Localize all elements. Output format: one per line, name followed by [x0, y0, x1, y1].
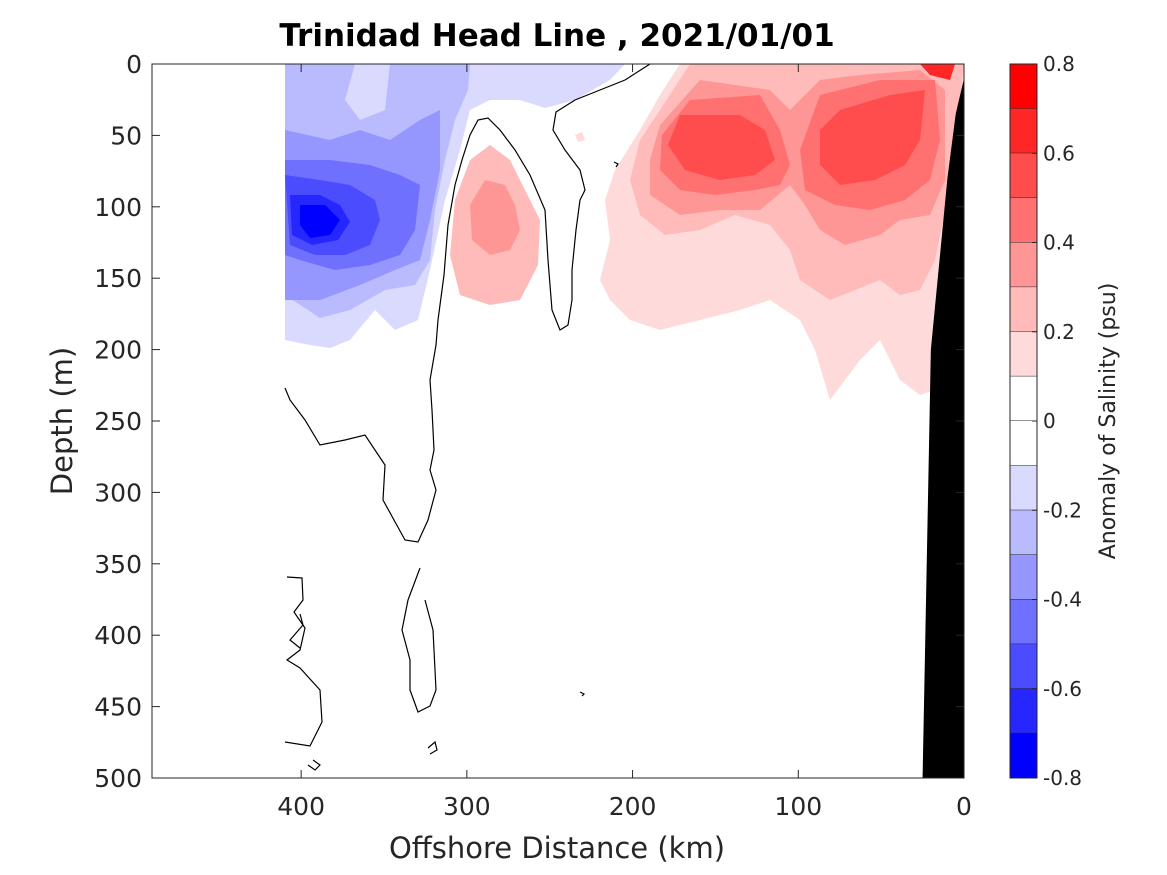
anomaly-region-neg-8 — [345, 64, 390, 120]
zero-contour-line-8 — [613, 161, 619, 168]
y-axis-ticks: 0 50 100 150 200 250 300 350 400 450 500 — [94, 50, 964, 793]
colorbar-tick-label: 0.2 — [1043, 320, 1075, 344]
x-axis-label: Offshore Distance (km) — [389, 831, 725, 865]
colorbar-swatch-15 — [1010, 733, 1037, 778]
y-axis-label: Depth (m) — [45, 347, 79, 495]
colorbar-swatch-14 — [1010, 688, 1037, 734]
colorbar-swatch-2 — [1010, 153, 1037, 198]
zero-contour-line-1 — [284, 319, 439, 543]
anomaly-region-neg-6 — [300, 205, 340, 238]
colorbar-swatch-7 — [1010, 376, 1037, 421]
y-tick-label: 450 — [94, 693, 142, 722]
y-tick-label: 500 — [94, 764, 142, 793]
y-tick-label: 200 — [94, 336, 142, 365]
y-tick-label: 250 — [94, 407, 142, 436]
anomaly-region-pos-5 — [668, 115, 775, 180]
colorbar-tick-label: 0.6 — [1043, 141, 1075, 165]
colorbar-swatch-10 — [1010, 510, 1037, 555]
colorbar-swatch-9 — [1010, 465, 1037, 511]
anomaly-region-pos-7 — [920, 64, 955, 80]
zero-contour-line-7 — [579, 691, 586, 697]
colorbar-swatch-8 — [1010, 421, 1037, 466]
colorbar-swatch-0 — [1010, 64, 1037, 109]
y-tick-label: 50 — [110, 121, 142, 150]
colorbar-swatch-4 — [1010, 242, 1037, 288]
colorbar: 0.8 0.6 0.4 0.2 0 -0.2 -0.4 -0.6 -0.8 — [1009, 52, 1082, 790]
zero-contour-line-5 — [307, 759, 321, 771]
zero-contour-line-3 — [284, 576, 323, 747]
y-tick-label: 150 — [94, 264, 142, 293]
colorbar-tick-label: -0.6 — [1043, 677, 1082, 701]
anomaly-region-pos-6 — [820, 90, 925, 185]
colorbar-tick-label: 0.4 — [1043, 231, 1075, 255]
y-tick-label: 350 — [94, 550, 142, 579]
y-tick-label: 100 — [94, 193, 142, 222]
colorbar-swatch-11 — [1010, 554, 1037, 600]
zero-contour-line-4 — [289, 613, 304, 649]
y-tick-label: 300 — [94, 478, 142, 507]
seafloor-polygon — [922, 78, 964, 778]
x-tick-label: 100 — [774, 792, 822, 821]
colorbar-tick-label: -0.4 — [1043, 588, 1082, 612]
anomaly-region-pos-10 — [575, 132, 585, 142]
colorbar-swatch-5 — [1010, 287, 1037, 332]
colorbar-swatch-1 — [1010, 108, 1037, 154]
y-tick-label: 0 — [126, 50, 142, 79]
x-tick-label: 0 — [956, 792, 972, 821]
x-tick-label: 400 — [277, 792, 325, 821]
chart-title: Trinidad Head Line , 2021/01/01 — [279, 18, 834, 54]
zero-contour-line-2 — [401, 567, 437, 713]
zero-contour-line-0 — [437, 64, 651, 331]
colorbar-label: Anomaly of Salinity (psu) — [1096, 283, 1121, 560]
colorbar-swatch-6 — [1010, 331, 1037, 377]
anomaly-region-neg-7 — [500, 64, 590, 105]
zero-contours — [284, 64, 651, 771]
x-axis-ticks: 400 300 200 100 0 — [277, 64, 972, 821]
colorbar-tick-label: 0.8 — [1043, 52, 1075, 76]
colorbar-tick-label: -0.8 — [1043, 766, 1082, 790]
colorbar-swatch-3 — [1010, 197, 1037, 243]
zero-contour-line-6 — [427, 740, 438, 755]
colorbar-tick-label: -0.2 — [1043, 498, 1082, 522]
salinity-field — [285, 64, 964, 400]
colorbar-tick-label: 0 — [1043, 409, 1056, 433]
y-tick-label: 400 — [94, 621, 142, 650]
colorbar-swatch-12 — [1010, 599, 1037, 645]
colorbar-swatch-13 — [1010, 644, 1037, 689]
x-tick-label: 200 — [609, 792, 657, 821]
seafloor-mask — [922, 78, 964, 778]
x-tick-label: 300 — [443, 792, 491, 821]
anomaly-region-pos-9 — [470, 180, 520, 255]
